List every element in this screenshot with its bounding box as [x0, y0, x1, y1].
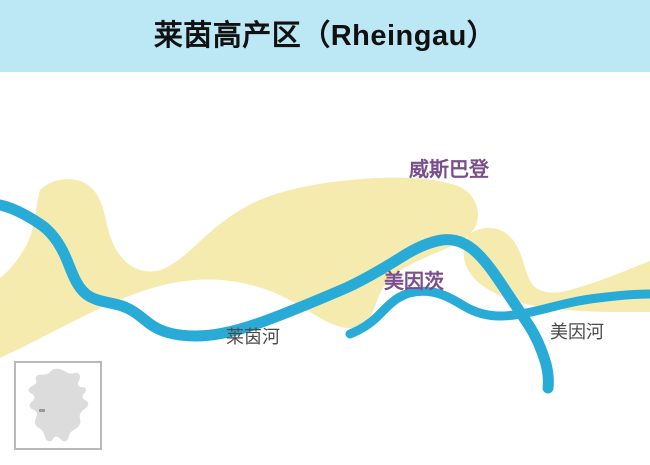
city-label-mainz: 美因茨 — [384, 271, 444, 293]
river-label-rhine: 莱茵河 — [226, 327, 280, 347]
main-river — [345, 286, 650, 339]
inset-locator-map — [14, 361, 102, 450]
location-marker-icon — [39, 409, 45, 412]
page-title: 莱茵高产区（Rheingau） — [153, 19, 497, 52]
map-canvas — [0, 72, 650, 465]
germany-shape — [28, 368, 89, 442]
rhine-river — [0, 199, 554, 394]
map-graphics — [0, 177, 650, 394]
wine-region-area — [0, 177, 478, 358]
title-banner: 莱茵高产区（Rheingau） — [0, 0, 650, 72]
river-label-main: 美因河 — [550, 322, 604, 342]
city-label-wiesbaden: 威斯巴登 — [409, 159, 489, 181]
germany-outline-graphic — [28, 368, 89, 442]
